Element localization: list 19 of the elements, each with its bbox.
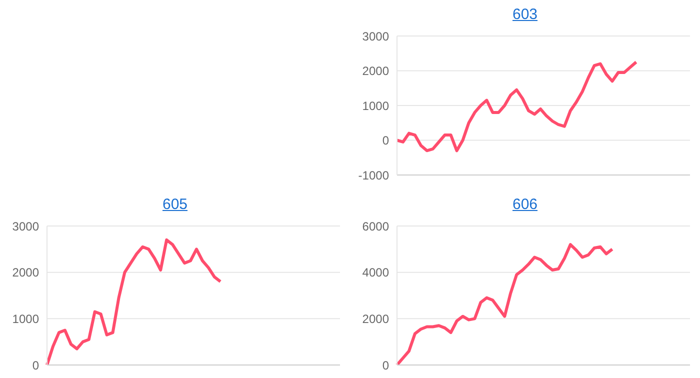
chart-title: 606	[511, 195, 539, 215]
y-tick-label: 3000	[362, 29, 390, 44]
y-tick-label: 4000	[362, 266, 390, 280]
y-tick-label: 0	[382, 134, 390, 148]
y-tick-label: 3000	[12, 219, 40, 234]
line-series	[396, 243, 614, 365]
y-tick-label: 0	[382, 358, 390, 372]
chart-title: 605	[161, 195, 189, 215]
y-tick-label: 0	[32, 358, 40, 372]
y-tick-label: 2000	[362, 64, 390, 78]
y-tick-label: 2000	[12, 266, 40, 280]
y-tick-label: 2000	[362, 312, 390, 326]
y-tick-label: 1000	[12, 312, 40, 326]
line-series	[46, 238, 222, 365]
chart-title: 603	[511, 5, 539, 25]
line-series	[396, 60, 638, 152]
y-tick-label: 6000	[362, 219, 390, 234]
y-tick-label: -1000	[358, 168, 390, 182]
y-tick-label: 1000	[362, 98, 390, 113]
